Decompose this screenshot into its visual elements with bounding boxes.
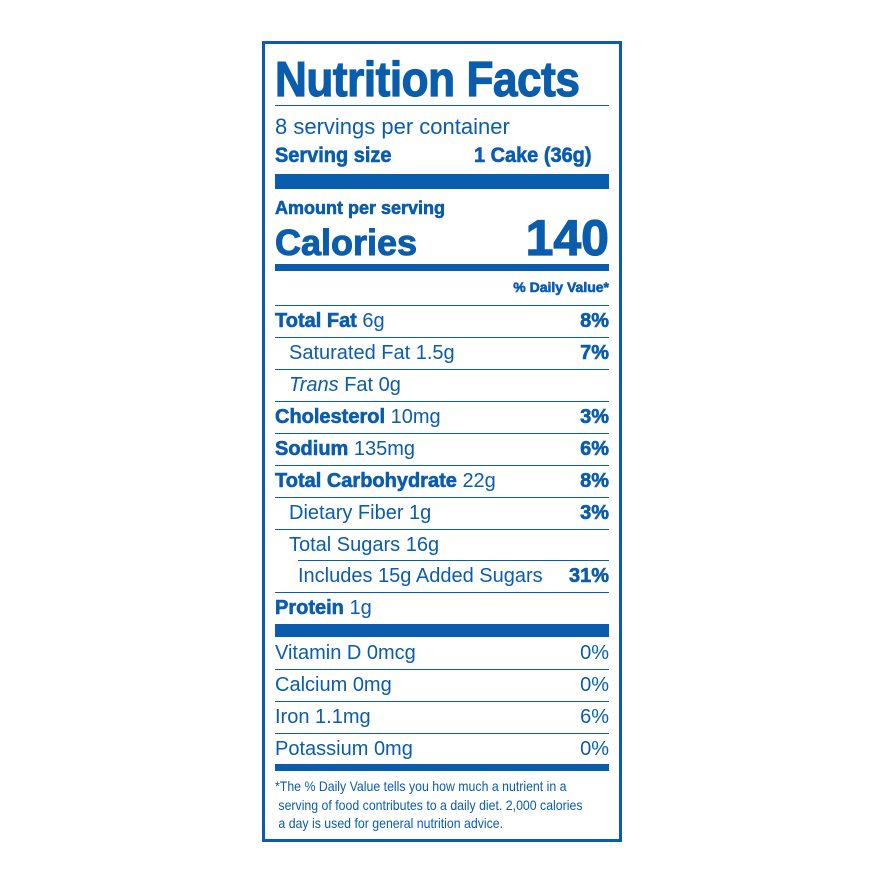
- nutrient-amount: 6g: [362, 310, 385, 332]
- nutrient-name: Protein: [275, 597, 345, 620]
- medium-divider: [275, 764, 609, 771]
- footnote-line: a day is used for general nutrition advi…: [275, 815, 504, 831]
- vitamin-row-vitamin-d: Vitamin D 0mcg 0%: [275, 638, 609, 670]
- nutrient-row-added-sugars: Includes 15g Added Sugars 31%: [275, 561, 609, 593]
- calories-label: Calories: [274, 222, 418, 264]
- nutrient-row-cholesterol: Cholesterol 10mg 3%: [275, 402, 609, 434]
- nutrient-dv: 8%: [580, 470, 610, 493]
- serving-size-label: Serving size: [275, 144, 392, 168]
- thick-divider: [275, 174, 609, 189]
- nutrient-amount: 1g: [349, 597, 372, 619]
- vitamin-dv: 0%: [580, 642, 609, 664]
- nutrient-dv: 3%: [580, 406, 610, 429]
- divider: [275, 105, 609, 106]
- nutrient-name: Saturated Fat: [289, 342, 411, 364]
- footnote-line: *The % Daily Value tells you how much a …: [275, 778, 567, 794]
- vitamin-list: Vitamin D 0mcg 0% Calcium 0mg 0% Iron 1.1m…: [275, 638, 609, 765]
- nutrient-amount: 10mg: [390, 406, 441, 428]
- nutrient-dv: 7%: [580, 342, 610, 365]
- nutrient-dv: 31%: [568, 565, 610, 588]
- nutrient-amount: 22g: [462, 470, 496, 492]
- footnote: *The % Daily Value tells you how much a …: [275, 777, 610, 833]
- vitamin-dv: 6%: [580, 706, 609, 728]
- nutrient-row-sodium: Sodium 135mg 6%: [275, 434, 609, 466]
- nutrient-name: Total Sugars: [289, 534, 401, 556]
- nutrient-name: Trans: [289, 374, 339, 396]
- vitamin-name: Calcium: [275, 674, 348, 696]
- vitamin-amount: 0mcg: [366, 642, 416, 664]
- calories-row: Calories 140: [274, 209, 610, 267]
- daily-value-header: % Daily Value*: [513, 279, 609, 296]
- vitamin-name: Potassium: [275, 738, 369, 760]
- nutrient-name: Dietary Fiber: [289, 502, 404, 524]
- thick-divider: [275, 624, 609, 637]
- serving-size: Serving size 1 Cake (36g): [275, 144, 608, 168]
- nutrient-name: Cholesterol: [275, 406, 386, 429]
- label-title: Nutrition Facts: [274, 52, 580, 107]
- nutrient-amount: 135mg: [353, 438, 416, 460]
- nutrient-name: Includes 15g Added Sugars: [298, 565, 543, 587]
- nutrient-dv: 3%: [580, 502, 610, 525]
- vitamin-row-calcium: Calcium 0mg 0%: [275, 670, 609, 702]
- serving-size-value: 1 Cake (36g): [473, 144, 592, 168]
- vitamin-row-potassium: Potassium 0mg 0%: [275, 734, 609, 765]
- vitamin-amount: 1.1mg: [315, 706, 371, 728]
- vitamin-dv: 0%: [580, 674, 609, 696]
- nutrient-amount: 16g: [405, 534, 440, 556]
- vitamin-row-iron: Iron 1.1mg 6%: [275, 702, 609, 734]
- servings-per-container: 8 servings per container: [275, 114, 510, 139]
- nutrient-amount: 1.5g: [415, 342, 455, 364]
- nutrient-row-dietary-fiber: Dietary Fiber 1g 3%: [275, 498, 609, 530]
- nutrient-row-total-sugars: Total Sugars 16g: [275, 530, 609, 561]
- nutrient-dv: 8%: [580, 310, 610, 333]
- nutrient-row-total-carbohydrate: Total Carbohydrate 22g 8%: [275, 466, 609, 498]
- medium-divider: [275, 264, 609, 271]
- nutrient-name: Sodium: [275, 438, 349, 461]
- amount-per-serving: Amount per serving: [275, 198, 446, 219]
- nutrient-dv: 6%: [580, 438, 610, 461]
- vitamin-name: Vitamin D: [275, 642, 362, 664]
- nutrient-row-saturated-fat: Saturated Fat 1.5g 7%: [275, 338, 609, 370]
- nutrient-list: Total Fat 6g 8% Saturated Fat 1.5g 7% Tran…: [275, 305, 609, 624]
- vitamin-amount: 0mg: [373, 738, 413, 760]
- nutrient-name: Total Fat: [275, 310, 357, 333]
- nutrient-name-rest: Fat: [344, 374, 374, 396]
- nutrient-name: Total Carbohydrate: [275, 470, 457, 493]
- nutrient-row-protein: Protein 1g: [275, 593, 609, 624]
- calories-value: 140: [525, 209, 610, 266]
- nutrient-row-total-fat: Total Fat 6g 8%: [275, 306, 609, 338]
- nutrient-amount: 0g: [378, 374, 401, 396]
- nutrient-row-trans-fat: Trans Fat 0g: [275, 370, 609, 402]
- footnote-line: serving of food contributes to a daily d…: [275, 796, 583, 813]
- nutrition-facts-label: Nutrition Facts 8 servings per container…: [262, 41, 622, 842]
- nutrient-amount: 1g: [409, 502, 432, 524]
- vitamin-name: Iron: [275, 706, 310, 728]
- vitamin-amount: 0mg: [352, 674, 392, 696]
- vitamin-dv: 0%: [580, 738, 609, 760]
